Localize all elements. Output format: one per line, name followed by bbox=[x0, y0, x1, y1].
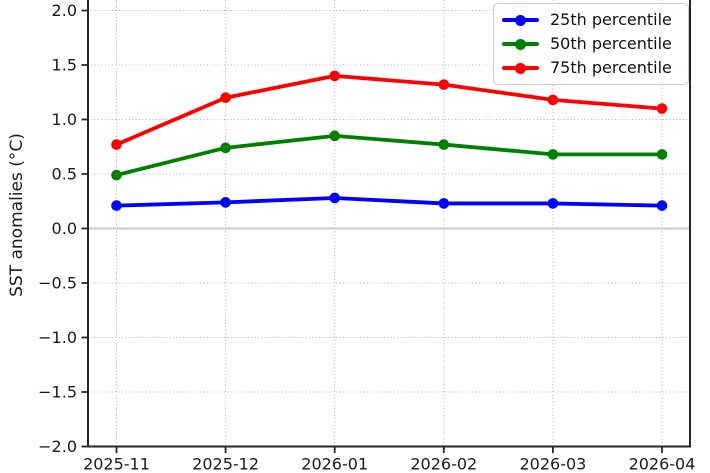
y-tick-label: −1.0 bbox=[38, 328, 77, 347]
legend-item-label: 50th percentile bbox=[550, 34, 672, 53]
data-point-marker bbox=[656, 200, 668, 211]
x-tick-label: 2025-11 bbox=[83, 455, 150, 473]
data-point-marker bbox=[111, 200, 122, 211]
data-point-marker bbox=[438, 139, 450, 150]
data-point-marker bbox=[329, 192, 341, 204]
data-point-marker bbox=[220, 92, 231, 103]
x-axis-ticks: 2025-11 2025-12 2026-01 2026-02 2026-03 2026-… bbox=[83, 446, 696, 473]
data-point-marker bbox=[329, 70, 341, 82]
data-point-marker bbox=[547, 198, 559, 209]
x-tick-label: 2026-04 bbox=[629, 455, 696, 473]
legend-line-sample bbox=[502, 14, 539, 26]
legend-marker-dot bbox=[515, 14, 526, 26]
data-point-marker bbox=[547, 94, 559, 106]
y-tick-label: −2.0 bbox=[38, 437, 77, 456]
y-tick-label: 2.0 bbox=[52, 1, 77, 20]
legend-item-label: 25th percentile bbox=[550, 10, 672, 29]
data-point-marker bbox=[111, 169, 122, 181]
legend: 25th percentile 50th percentile 75th perce… bbox=[493, 3, 689, 85]
y-tick-label: 0.5 bbox=[52, 165, 77, 184]
axis-spines bbox=[87, 0, 691, 448]
data-point-marker bbox=[438, 198, 450, 209]
legend-marker-dot bbox=[515, 38, 526, 50]
x-tick-label: 2026-01 bbox=[301, 455, 368, 473]
data-point-marker bbox=[438, 79, 450, 90]
legend-line-sample bbox=[502, 38, 539, 50]
series-25th-percentile bbox=[111, 192, 668, 211]
data-point-marker bbox=[656, 149, 668, 160]
legend-line-sample bbox=[502, 62, 539, 74]
data-point-marker bbox=[547, 149, 559, 160]
data-point-marker bbox=[220, 197, 231, 208]
x-tick-label: 2026-02 bbox=[410, 455, 477, 473]
data-point-marker bbox=[329, 130, 341, 142]
y-tick-label: 1.5 bbox=[52, 56, 77, 75]
series-75th-percentile bbox=[111, 70, 668, 150]
legend-item: 50th percentile bbox=[502, 36, 680, 52]
legend-item: 25th percentile bbox=[502, 12, 680, 28]
x-tick-label: 2025-12 bbox=[192, 455, 259, 473]
y-tick-label: 0.0 bbox=[52, 219, 77, 238]
legend-item-label: 75th percentile bbox=[550, 58, 672, 77]
y-axis-label: SST anomalies (°C) bbox=[7, 133, 27, 297]
y-tick-label: −0.5 bbox=[38, 274, 77, 293]
legend-item: 75th percentile bbox=[502, 60, 680, 76]
y-axis-ticks: 2.0 1.5 1.0 0.5 0.0 −0.5 −1.0 −1.5 −2.0 bbox=[38, 1, 88, 456]
data-point-marker bbox=[220, 142, 231, 154]
series-50th-percentile bbox=[111, 130, 668, 181]
data-point-marker bbox=[656, 103, 668, 114]
x-tick-label: 2026-03 bbox=[519, 455, 586, 473]
legend-marker-dot bbox=[515, 62, 526, 74]
data-point-marker bbox=[111, 139, 122, 150]
y-tick-label: 1.0 bbox=[52, 110, 77, 129]
y-tick-label: −1.5 bbox=[38, 383, 77, 402]
